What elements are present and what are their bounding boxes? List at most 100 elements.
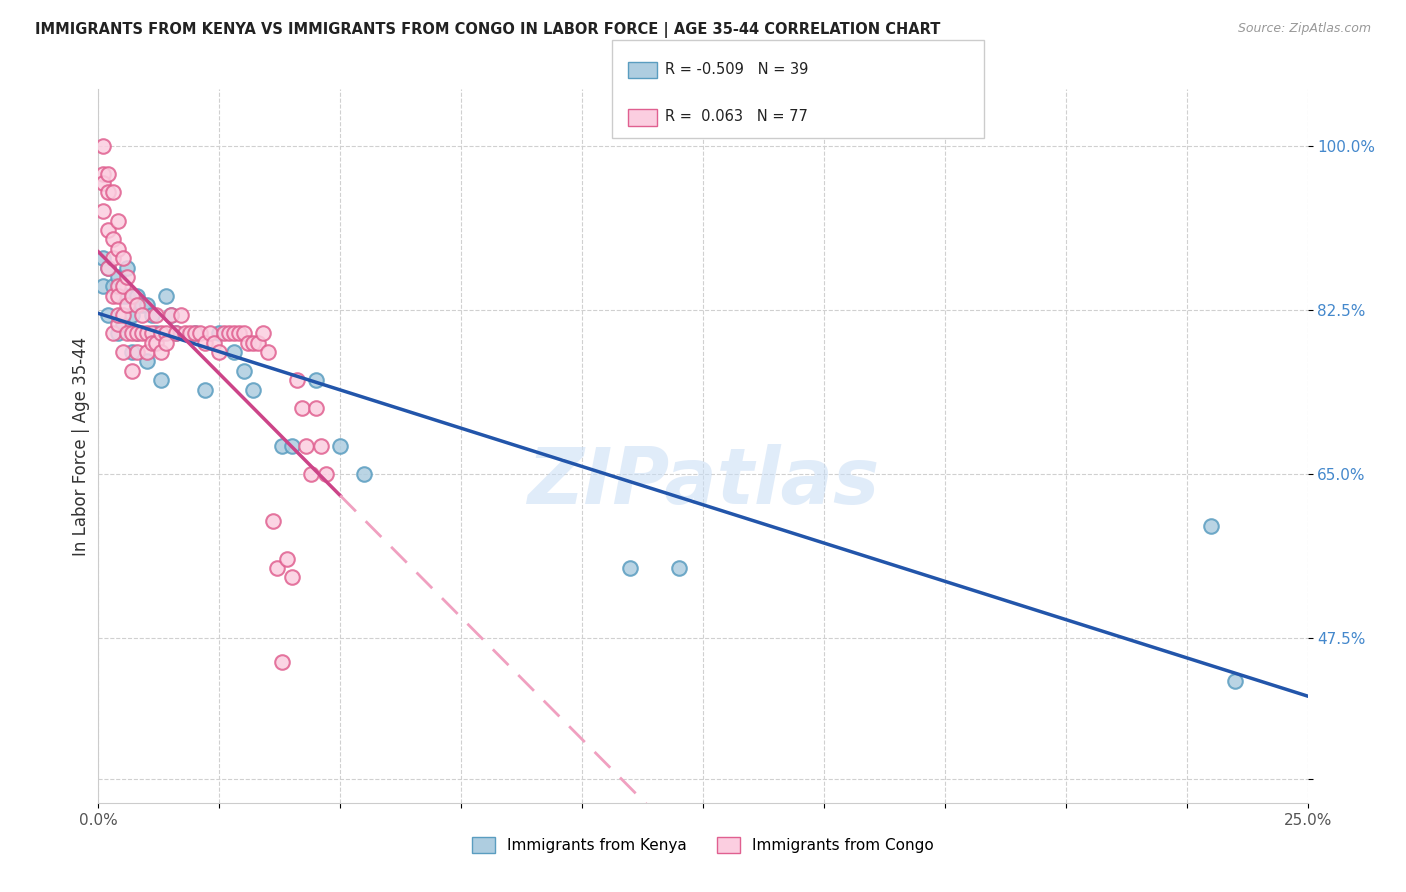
Point — [242, 383, 264, 397]
Point — [155, 335, 177, 350]
Point — [101, 232, 124, 246]
Point — [107, 279, 129, 293]
Point — [117, 326, 139, 341]
Point — [165, 326, 187, 341]
Legend: Immigrants from Kenya, Immigrants from Congo: Immigrants from Kenya, Immigrants from C… — [465, 831, 941, 859]
Text: R = -0.509   N = 39: R = -0.509 N = 39 — [665, 62, 808, 77]
Point — [353, 467, 375, 482]
Point — [150, 373, 173, 387]
Point — [160, 308, 183, 322]
Point — [141, 335, 163, 350]
Point — [111, 308, 134, 322]
Point — [121, 308, 143, 322]
Point — [145, 326, 167, 341]
Point — [111, 289, 134, 303]
Point — [127, 326, 149, 341]
Point — [107, 317, 129, 331]
Point — [1223, 673, 1246, 688]
Point — [222, 326, 245, 341]
Point — [107, 213, 129, 227]
Point — [127, 289, 149, 303]
Point — [212, 326, 235, 341]
Point — [101, 186, 124, 200]
Point — [242, 335, 264, 350]
Point — [150, 345, 173, 359]
Point — [121, 345, 143, 359]
Point — [117, 270, 139, 285]
Point — [309, 439, 332, 453]
Point — [262, 514, 284, 528]
Point — [305, 373, 328, 387]
Point — [247, 335, 270, 350]
Text: IMMIGRANTS FROM KENYA VS IMMIGRANTS FROM CONGO IN LABOR FORCE | AGE 35-44 CORREL: IMMIGRANTS FROM KENYA VS IMMIGRANTS FROM… — [35, 22, 941, 38]
Point — [91, 279, 114, 293]
Text: ZIPatlas: ZIPatlas — [527, 443, 879, 520]
Point — [218, 326, 240, 341]
Point — [145, 335, 167, 350]
Point — [121, 326, 143, 341]
Point — [256, 345, 278, 359]
Point — [111, 345, 134, 359]
Point — [101, 279, 124, 293]
Point — [619, 561, 641, 575]
Point — [188, 326, 211, 341]
Point — [238, 335, 260, 350]
Point — [91, 176, 114, 190]
Text: R =  0.063   N = 77: R = 0.063 N = 77 — [665, 109, 808, 124]
Point — [141, 326, 163, 341]
Point — [91, 138, 114, 153]
Point — [111, 317, 134, 331]
Point — [127, 298, 149, 312]
Point — [208, 345, 231, 359]
Point — [668, 561, 690, 575]
Point — [117, 289, 139, 303]
Point — [97, 186, 120, 200]
Point — [91, 204, 114, 219]
Text: Source: ZipAtlas.com: Source: ZipAtlas.com — [1237, 22, 1371, 36]
Point — [155, 289, 177, 303]
Point — [131, 308, 153, 322]
Point — [117, 260, 139, 275]
Point — [165, 326, 187, 341]
Point — [204, 335, 226, 350]
Point — [295, 439, 318, 453]
Point — [91, 167, 114, 181]
Point — [101, 326, 124, 341]
Point — [179, 326, 201, 341]
Point — [271, 655, 294, 669]
Point — [198, 326, 221, 341]
Point — [281, 570, 304, 584]
Point — [266, 561, 288, 575]
Point — [155, 326, 177, 341]
Point — [305, 401, 328, 416]
Point — [107, 242, 129, 256]
Point — [222, 345, 245, 359]
Point — [107, 270, 129, 285]
Point — [121, 364, 143, 378]
Point — [117, 298, 139, 312]
Point — [299, 467, 322, 482]
Point — [281, 439, 304, 453]
Point — [111, 279, 134, 293]
Point — [121, 289, 143, 303]
Point — [271, 439, 294, 453]
Point — [101, 251, 124, 265]
Point — [228, 326, 250, 341]
Point — [101, 289, 124, 303]
Point — [127, 345, 149, 359]
Point — [107, 289, 129, 303]
Point — [145, 308, 167, 322]
Point — [252, 326, 274, 341]
Point — [276, 551, 298, 566]
Point — [97, 223, 120, 237]
Point — [285, 373, 308, 387]
Point — [97, 308, 120, 322]
Point — [131, 326, 153, 341]
Point — [97, 260, 120, 275]
Point — [184, 326, 207, 341]
Point — [232, 326, 254, 341]
Point — [208, 326, 231, 341]
Point — [290, 401, 312, 416]
Y-axis label: In Labor Force | Age 35-44: In Labor Force | Age 35-44 — [72, 336, 90, 556]
Point — [127, 326, 149, 341]
